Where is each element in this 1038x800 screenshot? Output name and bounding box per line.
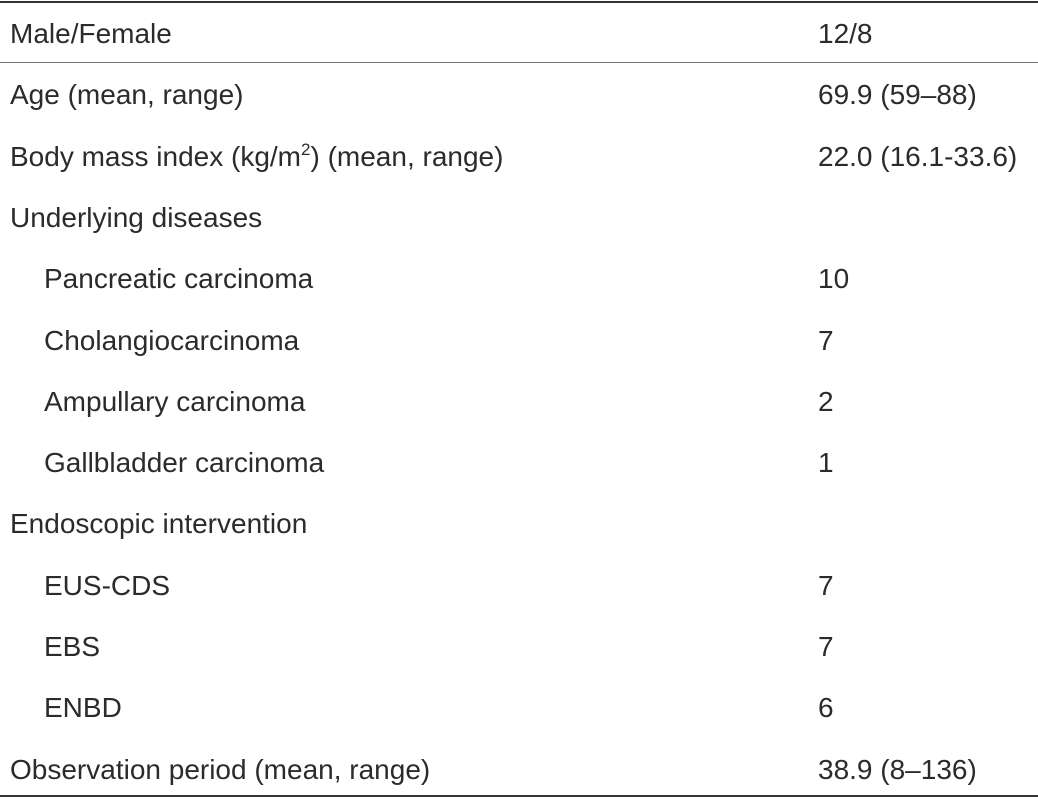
table-row: Gallbladder carcinoma 1	[0, 432, 1038, 493]
table-row: EUS-CDS 7	[0, 555, 1038, 616]
row-label: Gallbladder carcinoma	[44, 447, 325, 479]
table-row: Age (mean, range) 69.9 (59–88)	[0, 64, 1038, 125]
superscript: 2	[301, 139, 311, 159]
row-value: 22.0 (16.1-33.6)	[818, 140, 1018, 172]
table-row: Underlying diseases	[0, 187, 1038, 248]
row-value: 7	[818, 324, 834, 356]
row-label: EBS	[44, 631, 101, 662]
top-rule	[0, 1, 1038, 3]
row-label: Body mass index (kg/m2) (mean, range)	[10, 126, 503, 187]
row-value: 7	[818, 569, 834, 601]
row-label: ENBD	[44, 692, 122, 724]
row-label: EUS-CDS	[44, 569, 171, 601]
row-label: Pancreatic carcinoma	[44, 263, 314, 295]
label-part: Body mass index (kg/m	[10, 140, 301, 172]
table-row: Body mass index (kg/m2) (mean, range) 22.…	[0, 126, 1038, 187]
table-row: Ampullary carcinoma 2	[0, 371, 1038, 432]
bottom-rule	[0, 795, 1038, 797]
row-label: Endoscopic intervention	[10, 508, 308, 540]
row-value: 7	[818, 631, 834, 662]
table-row: Cholangiocarcinoma 7	[0, 310, 1038, 371]
row-label: Ampullary carcinoma	[44, 385, 306, 417]
table-row: ENBD 6	[0, 677, 1038, 738]
label-part: ) (mean, range)	[310, 140, 504, 172]
row-value: 38.9 (8–136)	[818, 753, 977, 785]
row-value: 12/8	[818, 18, 873, 49]
table-row: Male/Female 12/8	[0, 3, 1038, 64]
row-label: Cholangiocarcinoma	[44, 324, 300, 356]
table-row: Observation period (mean, range) 38.9 (8–…	[0, 739, 1038, 800]
row-separator	[0, 62, 1038, 63]
row-value: 6	[818, 692, 834, 724]
row-label: Age (mean, range)	[10, 79, 244, 111]
table-row: EBS 7	[0, 616, 1038, 677]
row-value: 2	[818, 385, 834, 417]
row-label: Observation period (mean, range)	[10, 753, 431, 785]
row-value: 69.9 (59–88)	[818, 79, 977, 111]
row-value: 10	[818, 263, 850, 295]
row-value: 1	[818, 447, 834, 479]
table-row: Pancreatic carcinoma 10	[0, 248, 1038, 309]
table-row: Endoscopic intervention	[0, 493, 1038, 554]
row-label: Underlying diseases	[10, 201, 263, 233]
row-label: Male/Female	[10, 18, 172, 49]
